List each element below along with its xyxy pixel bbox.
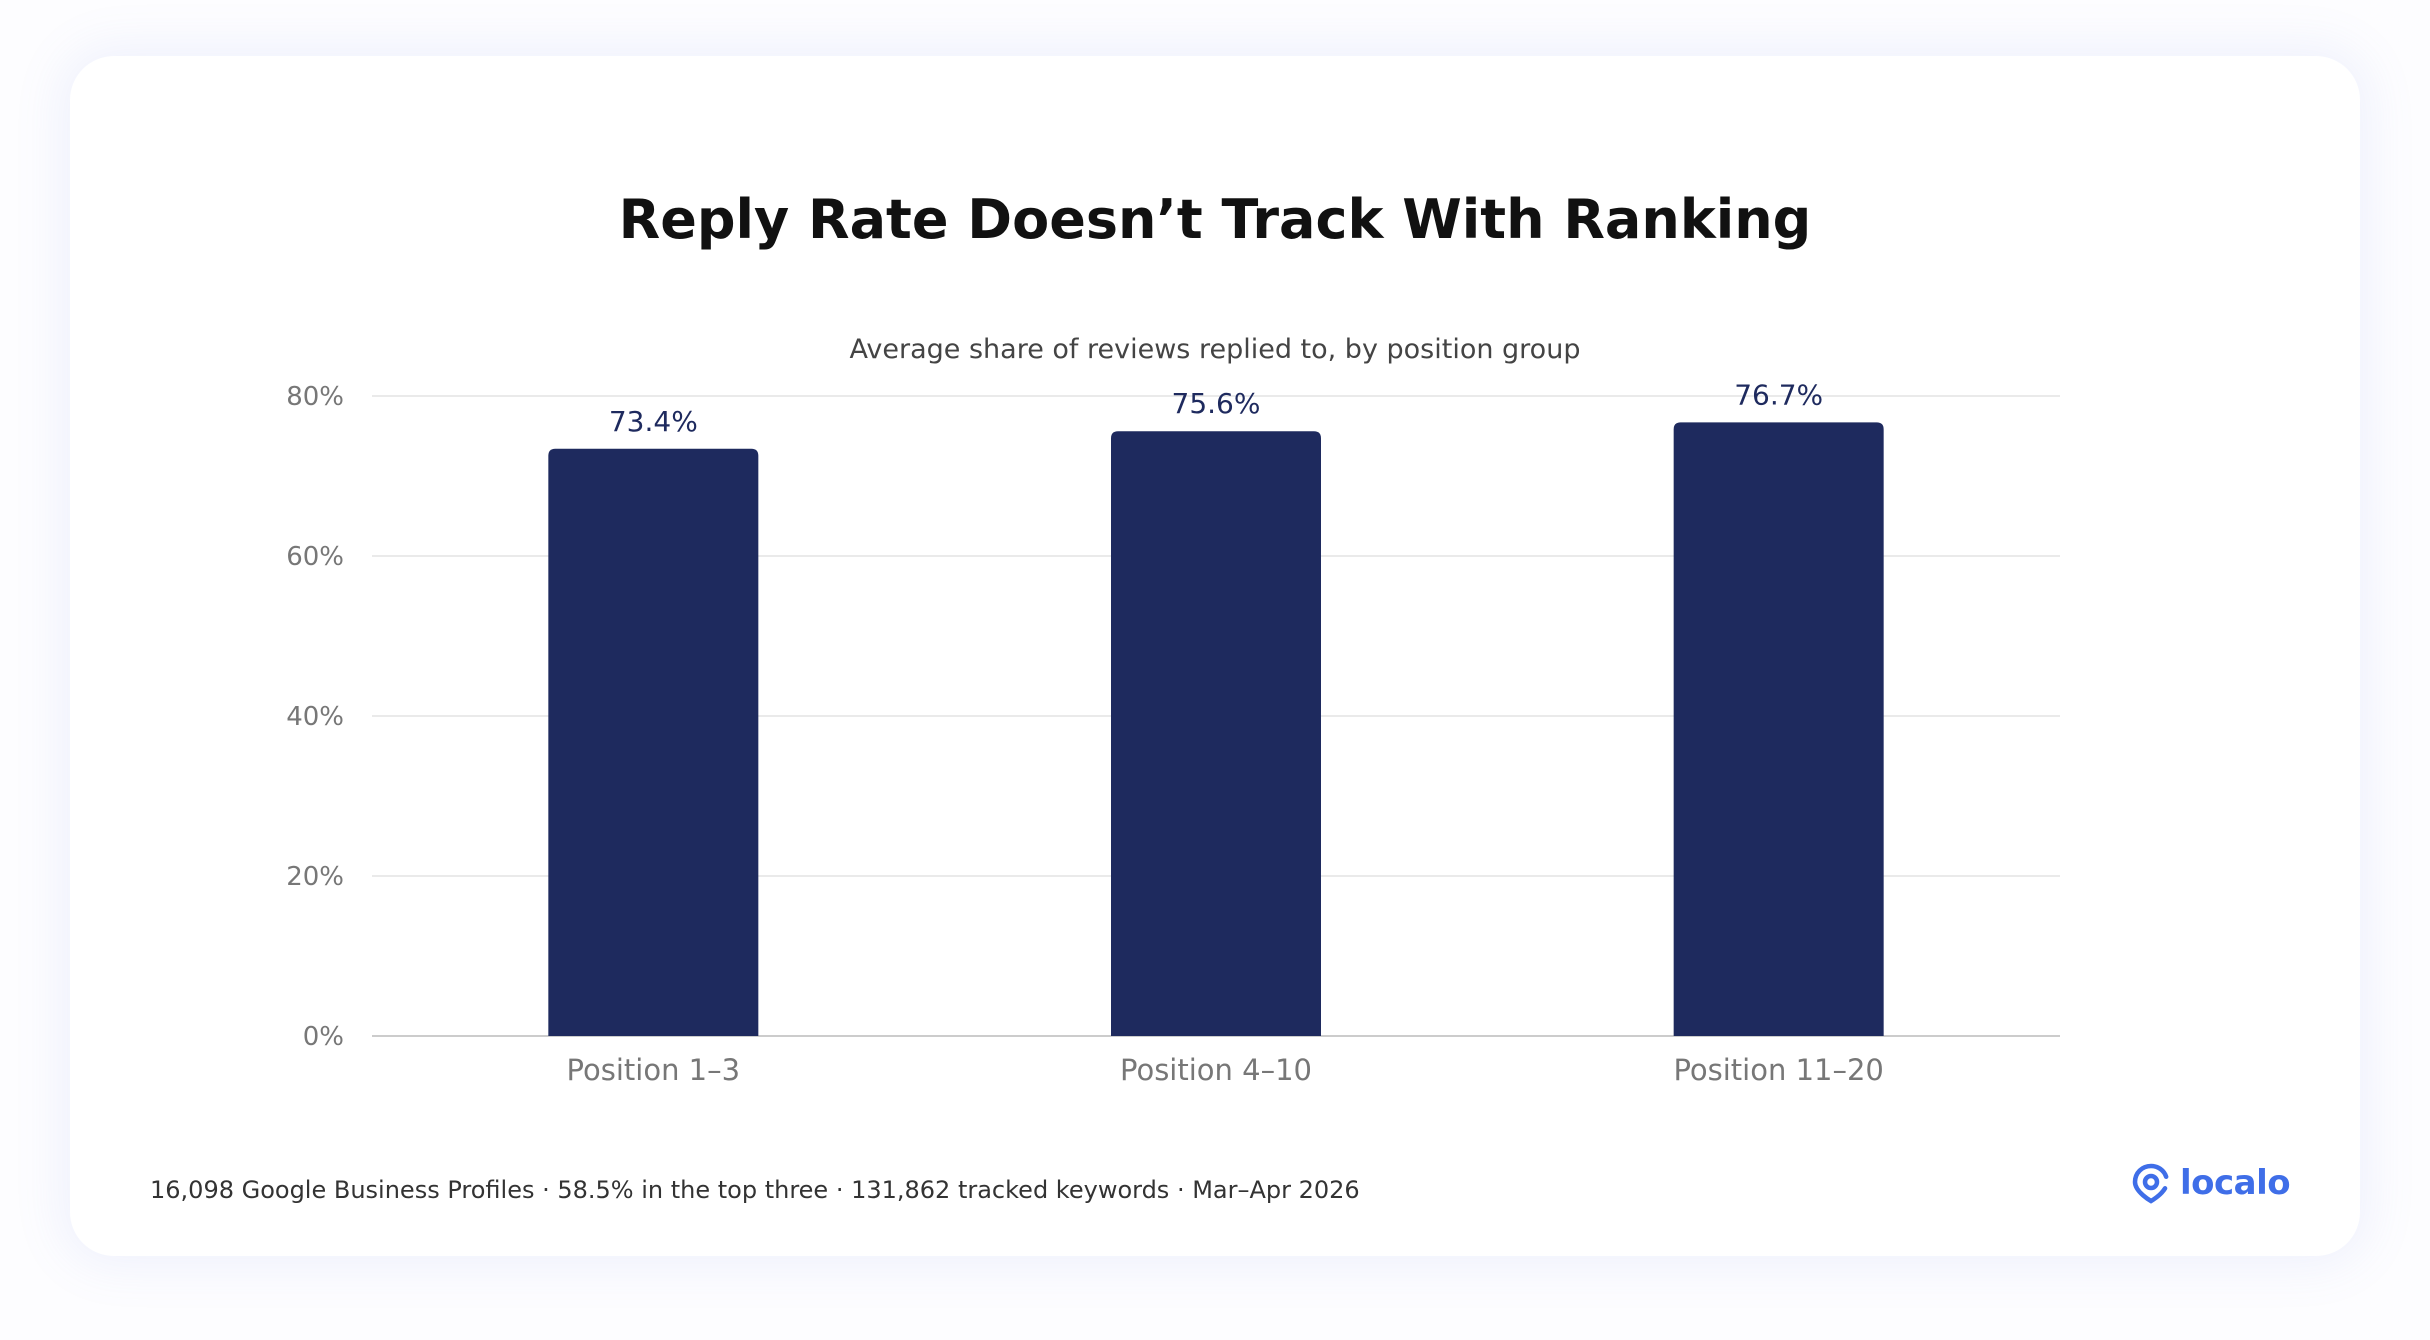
y-tick-label: 80% <box>286 382 344 412</box>
logo-text: localo <box>2180 1163 2291 1203</box>
chart-title: Reply Rate Doesn’t Track With Ranking <box>618 188 1812 251</box>
location-pin-icon <box>2132 1163 2170 1204</box>
footer-note: 16,098 Google Business Profiles · 58.5% … <box>150 1176 1360 1204</box>
bar <box>1673 422 1884 1036</box>
bar <box>1111 431 1321 1036</box>
y-tick-label: 40% <box>286 702 344 732</box>
y-tick-label: 20% <box>286 862 344 892</box>
brand-logo: localo <box>2130 1162 2291 1204</box>
bar-chart: 0% 20% 40% 60% 80% 73.4% Position 1–3 75.6% Posi… <box>286 378 2060 1087</box>
x-tick-label: Position 11–20 <box>1673 1053 1883 1087</box>
y-tick-label: 60% <box>286 542 344 572</box>
y-tick-label: 0% <box>303 1022 344 1052</box>
chart-subtitle: Average share of reviews replied to, by … <box>849 334 1581 365</box>
data-label: 76.7% <box>1734 378 1823 411</box>
bar <box>548 448 759 1036</box>
x-tick-label: Position 1–3 <box>567 1053 741 1087</box>
data-label: 75.6% <box>1172 387 1261 420</box>
chart-card: Reply Rate Doesn’t Track With Ranking Av… <box>70 56 2360 1256</box>
x-tick-label: Position 4–10 <box>1120 1053 1312 1087</box>
data-label: 73.4% <box>609 405 698 438</box>
